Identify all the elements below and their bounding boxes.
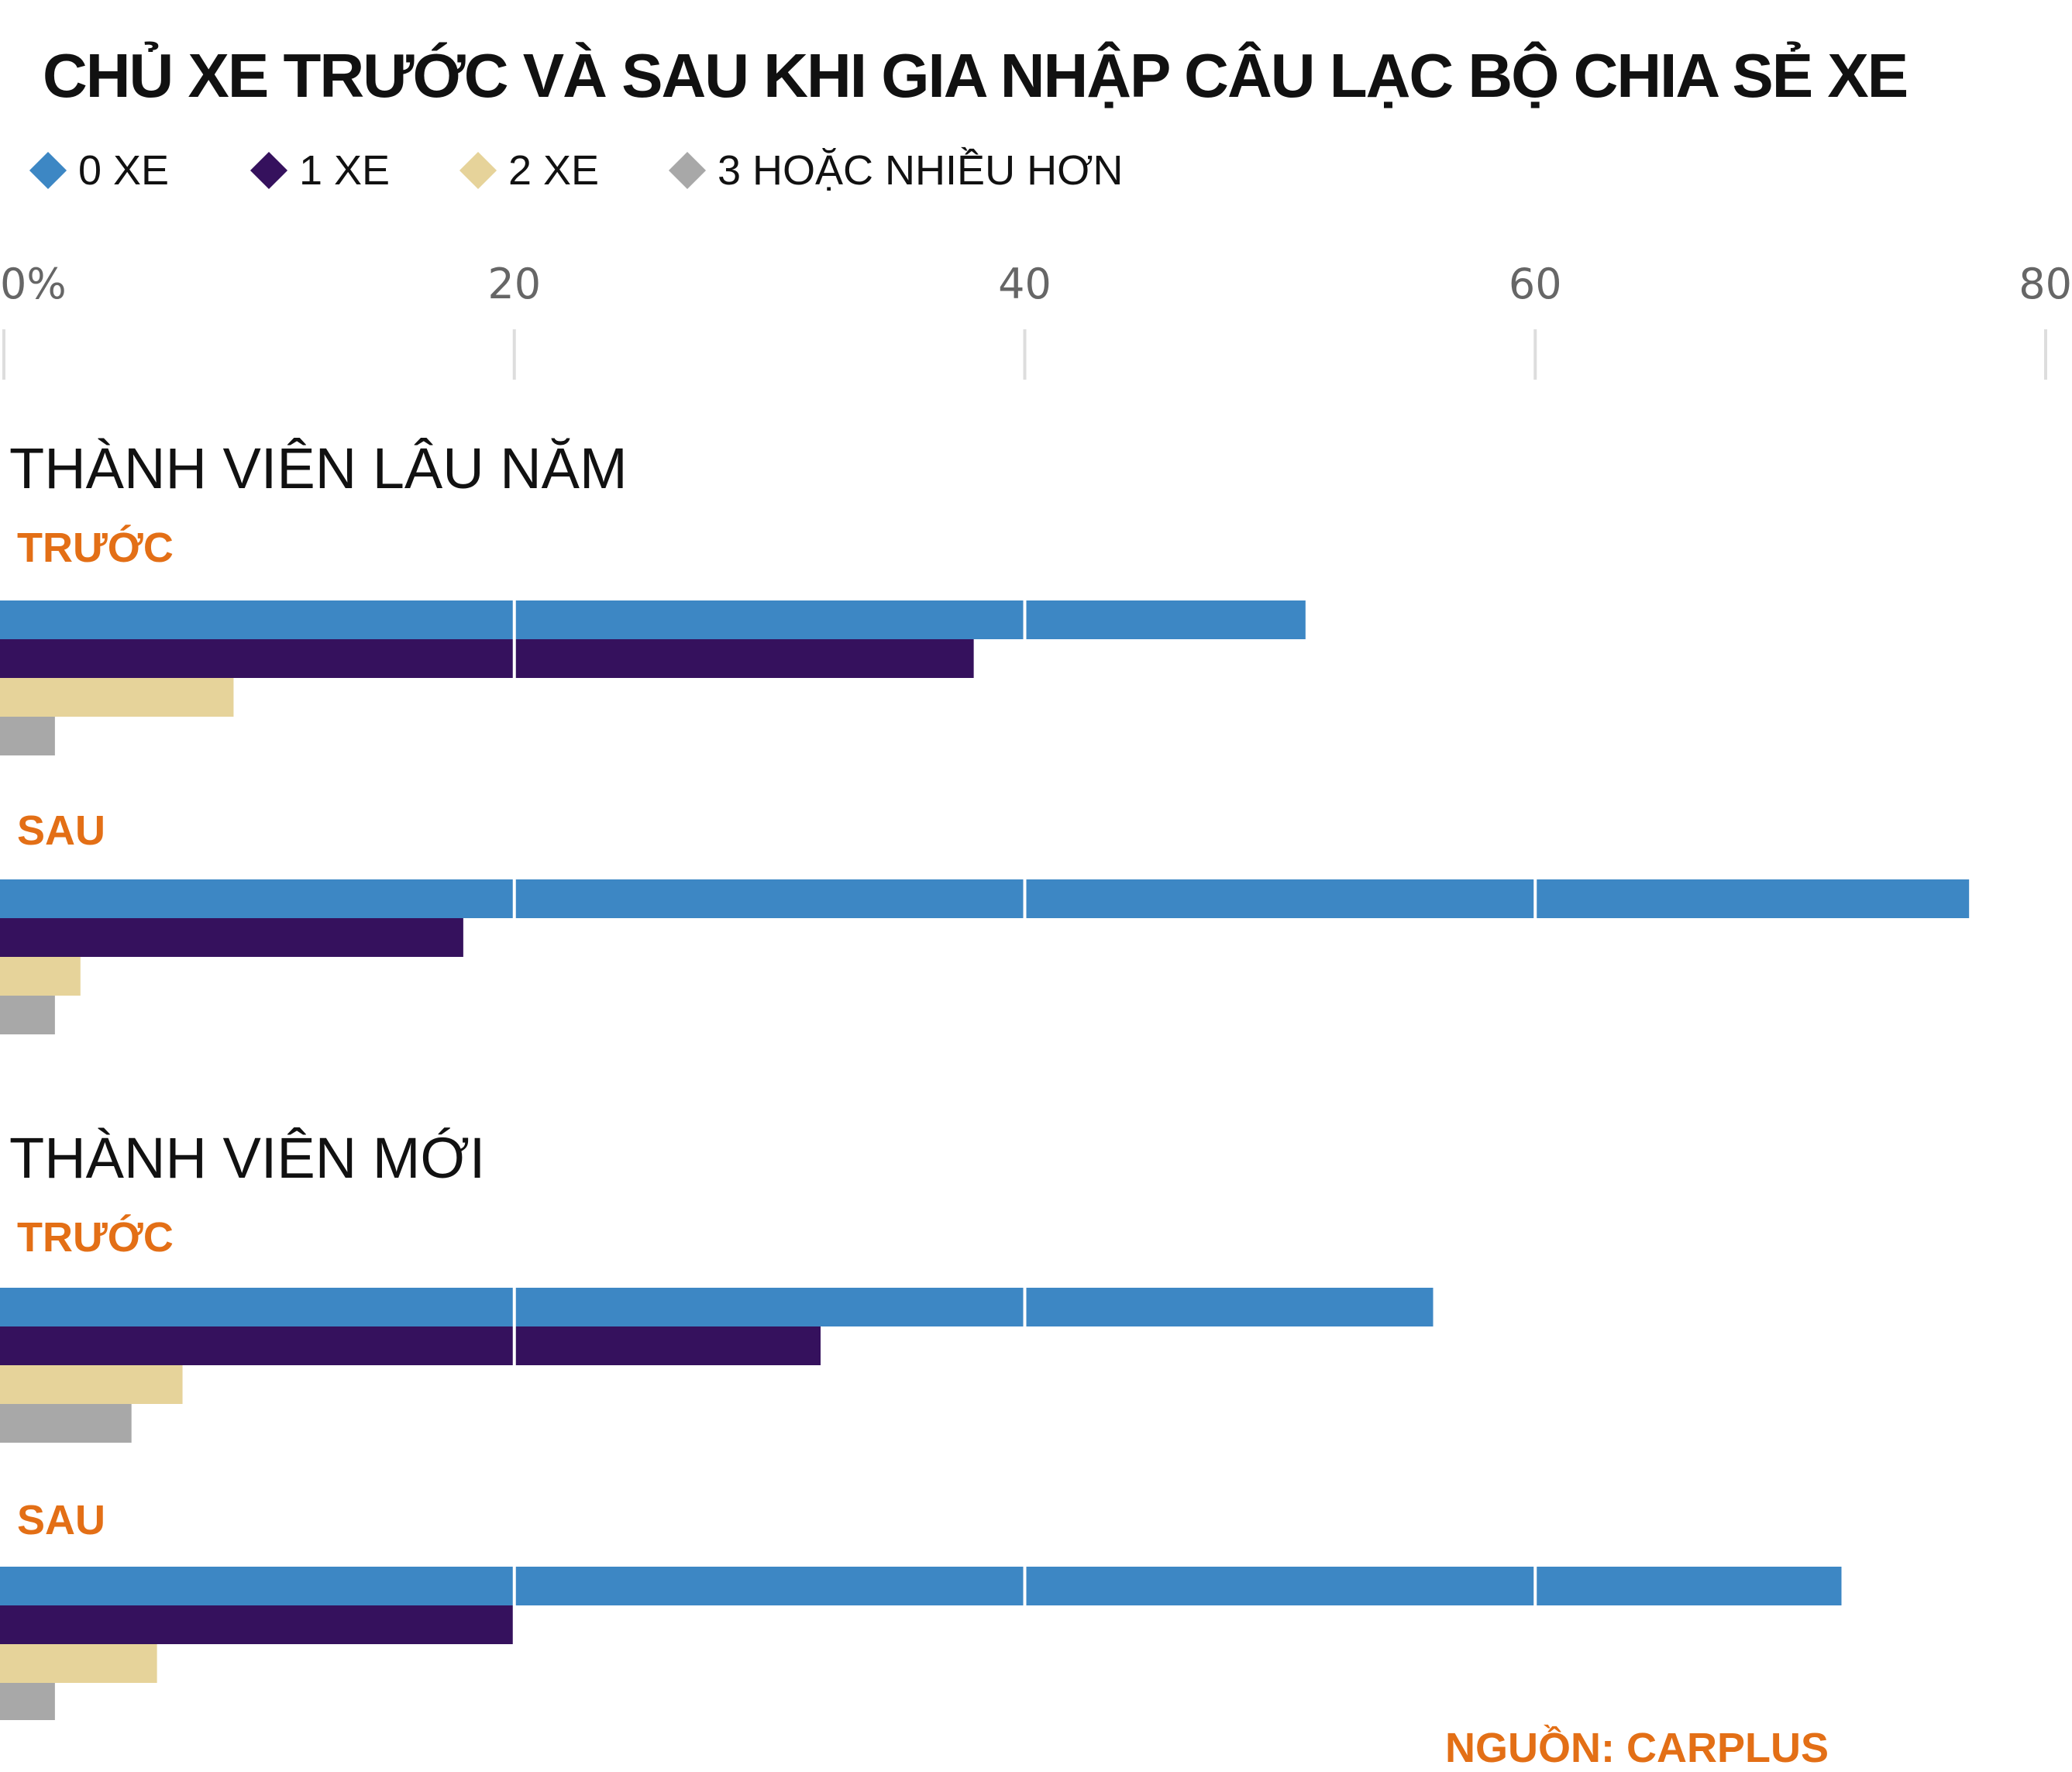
bar xyxy=(0,1404,132,1443)
subgroup-label: SAU xyxy=(17,1497,105,1543)
legend-diamond-icon xyxy=(668,151,707,190)
x-tick-label: 20 xyxy=(487,260,541,308)
bar xyxy=(0,1365,183,1404)
legend-label: 2 XE xyxy=(508,147,600,194)
group-title: THÀNH VIÊN LÂU NĂM xyxy=(9,436,628,501)
x-tick-label: 40 xyxy=(998,260,1051,308)
bar xyxy=(0,717,55,755)
bar xyxy=(0,1644,157,1683)
legend: 0 XE 1 XE 2 XE 3 HOẶC NHIỀU HƠN xyxy=(29,139,1895,201)
subgroup-label: SAU xyxy=(17,807,105,854)
bar xyxy=(0,879,1970,918)
bar xyxy=(0,996,55,1034)
source-note: NGUỒN: CARPLUS xyxy=(1445,1725,1829,1771)
bar xyxy=(0,1605,515,1644)
x-tick-label: 0% xyxy=(0,260,67,308)
legend-label: 1 XE xyxy=(299,147,391,194)
legend-diamond-icon xyxy=(29,151,67,190)
x-tick-label: 80 xyxy=(2019,260,2072,308)
bar xyxy=(0,1683,55,1720)
legend-label: 3 HOẶC NHIỀU HƠN xyxy=(718,147,1124,194)
legend-item-1-xe: 1 XE xyxy=(250,139,391,201)
legend-item-0-xe: 0 XE xyxy=(29,139,170,201)
bar xyxy=(0,639,974,678)
legend-item-3-plus: 3 HOẶC NHIỀU HƠN xyxy=(668,139,1124,201)
subgroup-label: TRƯỚC xyxy=(17,1214,174,1261)
group-title: THÀNH VIÊN MỚI xyxy=(9,1126,485,1190)
bar xyxy=(0,918,463,957)
bar xyxy=(0,957,81,996)
legend-label: 0 XE xyxy=(78,147,170,194)
legend-diamond-icon xyxy=(250,151,288,190)
bar xyxy=(0,678,234,717)
subgroup-label: TRƯỚC xyxy=(17,525,174,571)
bar xyxy=(0,1326,821,1365)
bar xyxy=(0,1567,1842,1605)
bar xyxy=(0,600,1306,639)
bar-chart: 0% 20 40 60 80 THÀNH VIÊN LÂU NĂM TRƯỚC SAU THÀN… xyxy=(0,260,2072,1720)
chart-title: CHỦ XE TRƯỚC VÀ SAU KHI GIA NHẬP CÂU LẠC… xyxy=(43,41,1909,110)
legend-item-2-xe: 2 XE xyxy=(459,139,600,201)
x-tick-label: 60 xyxy=(1509,260,1562,308)
bar xyxy=(0,1288,1434,1326)
legend-diamond-icon xyxy=(459,151,497,190)
